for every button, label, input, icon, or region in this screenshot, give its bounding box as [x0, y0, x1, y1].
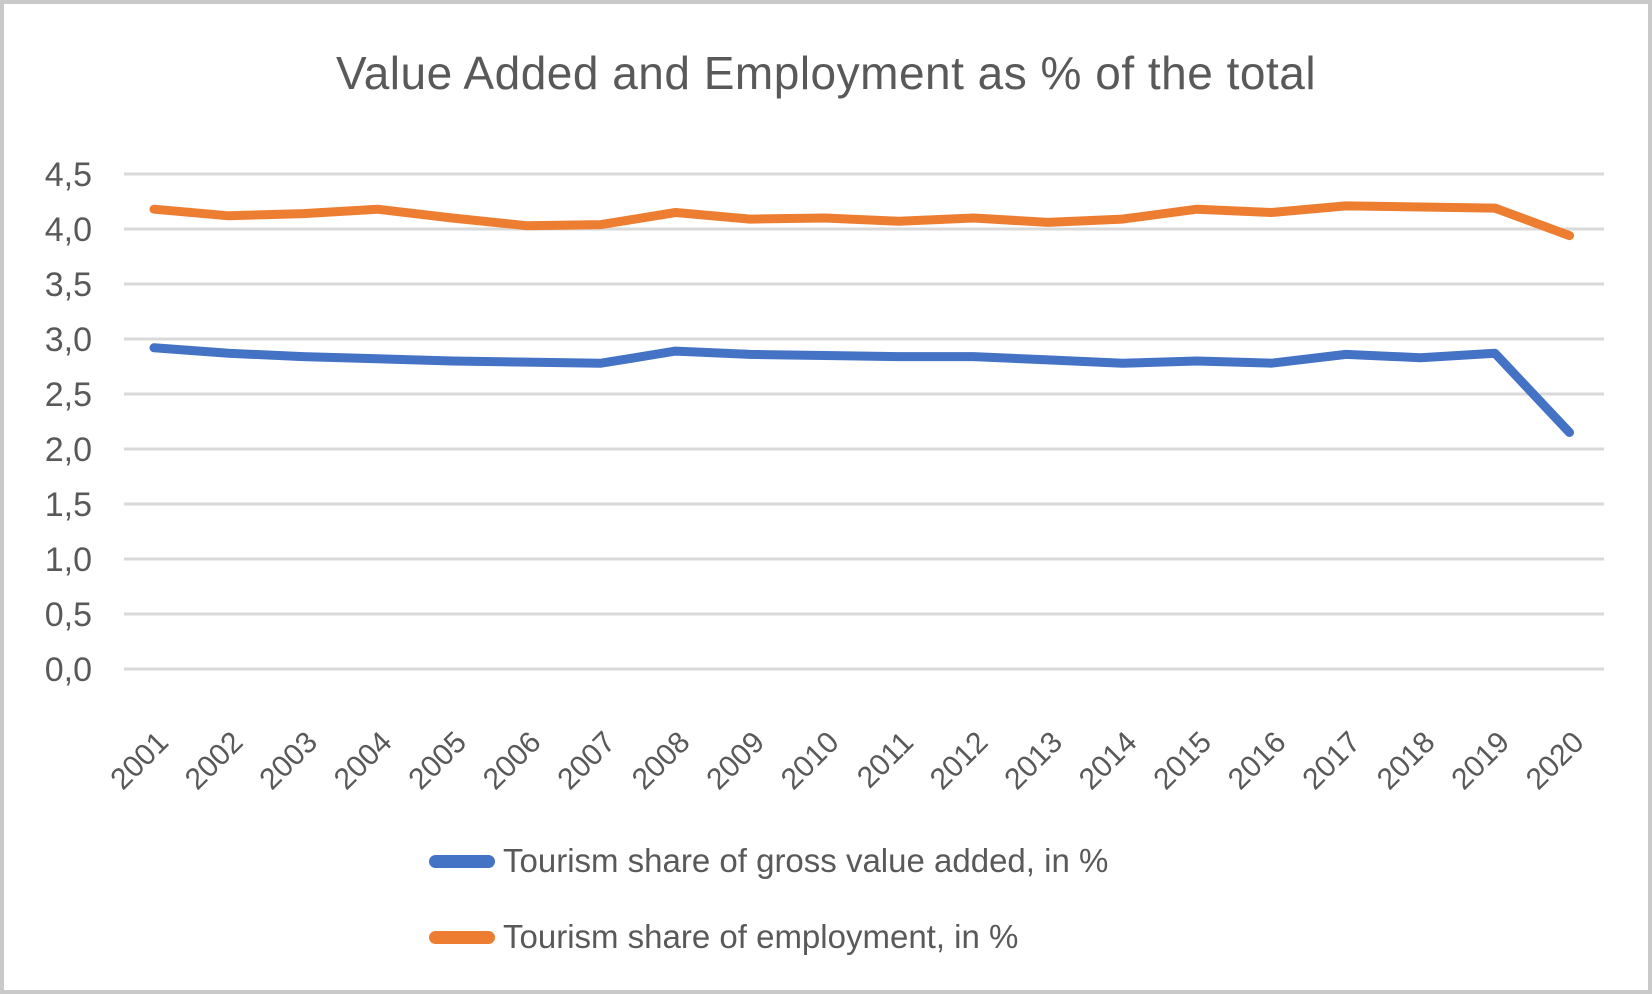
x-axis-tick-label: 2001 [104, 726, 175, 797]
y-axis-tick-label: 0,5 [45, 596, 92, 634]
y-axis-tick-label: 4,5 [45, 156, 92, 194]
legend-item-gross-value-added: Tourism share of gross value added, in % [429, 840, 1108, 882]
x-axis-tick-label: 2003 [253, 726, 324, 797]
x-axis-tick-label: 2019 [1445, 726, 1516, 797]
x-axis-tick-label: 2018 [1371, 726, 1442, 797]
x-axis-tick-label: 2009 [700, 726, 771, 797]
x-axis-tick-label: 2017 [1296, 726, 1367, 797]
y-axis-tick-label: 1,5 [45, 486, 92, 524]
y-axis-tick-label: 0,0 [45, 651, 92, 689]
x-axis-tick-label: 2005 [402, 726, 473, 797]
x-axis-tick-label: 2014 [1073, 726, 1144, 797]
x-axis-tick-label: 2010 [775, 726, 846, 797]
legend-swatch-employment-icon [429, 930, 495, 944]
y-axis-tick-label: 3,5 [45, 266, 92, 304]
x-axis-tick-label: 2011 [851, 726, 920, 795]
x-axis-tick-label: 2013 [998, 726, 1069, 797]
x-axis-tick-label: 2007 [551, 726, 622, 797]
legend-item-employment: Tourism share of employment, in % [429, 916, 1108, 958]
series-line-gross-value-added [149, 343, 1574, 437]
x-axis-tick-label: 2008 [626, 726, 697, 797]
y-axis-tick-label: 2,0 [45, 431, 92, 469]
legend-swatch-gross-value-added-icon [429, 854, 495, 868]
x-axis-tick-label: 2015 [1147, 726, 1218, 797]
x-axis-tick-label: 2004 [328, 726, 399, 797]
x-axis-tick-label: 2020 [1520, 726, 1591, 797]
y-axis-tick-label: 3,0 [45, 321, 92, 359]
x-axis-tick-label: 2016 [1222, 726, 1293, 797]
series-line-employment [149, 201, 1574, 241]
x-axis-tick-label: 2006 [477, 726, 548, 797]
x-axis-tick-label: 2012 [924, 726, 995, 797]
y-axis-tick-label: 2,5 [45, 376, 92, 414]
legend: Tourism share of gross value added, in %… [429, 840, 1108, 990]
legend-label-employment: Tourism share of employment, in % [503, 918, 1019, 955]
legend-label-gross-value-added: Tourism share of gross value added, in % [503, 842, 1109, 879]
chart-title: Value Added and Employment as % of the t… [335, 47, 1317, 99]
y-axis-tick-label: 4,0 [45, 211, 92, 249]
y-axis-tick-label: 1,0 [45, 541, 92, 579]
x-axis-tick-label: 2002 [179, 726, 250, 797]
